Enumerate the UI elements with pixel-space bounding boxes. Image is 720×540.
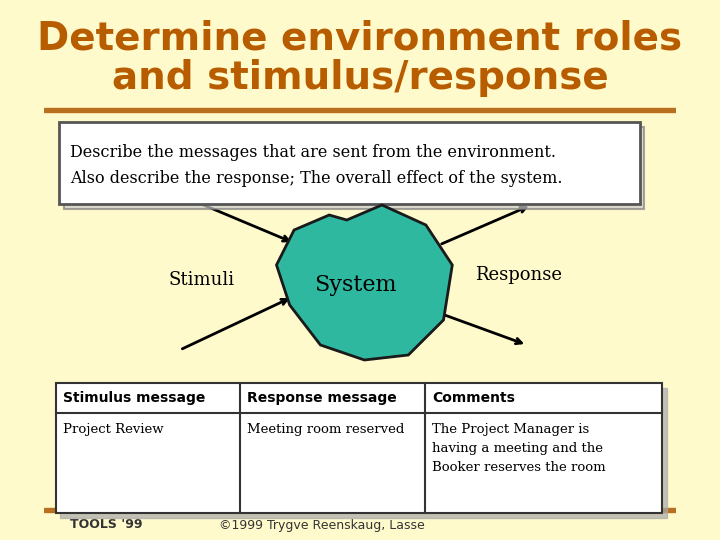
Text: Response: Response <box>474 266 562 284</box>
Text: Project Review: Project Review <box>63 423 163 436</box>
Bar <box>56 383 662 513</box>
Bar <box>44 508 676 512</box>
Text: Response message: Response message <box>248 391 397 405</box>
Text: Meeting room reserved: Meeting room reserved <box>248 423 405 436</box>
Text: Stimulus message: Stimulus message <box>63 391 205 405</box>
Text: Comments: Comments <box>432 391 515 405</box>
Text: Determine environment roles: Determine environment roles <box>37 19 683 57</box>
Bar <box>44 108 676 112</box>
Text: The Project Manager is
having a meeting and the
Booker reserves the room: The Project Manager is having a meeting … <box>432 423 606 474</box>
Text: and stimulus/response: and stimulus/response <box>112 59 608 97</box>
Text: ©1999 Trygve Reenskaug, Lasse: ©1999 Trygve Reenskaug, Lasse <box>220 518 425 531</box>
FancyBboxPatch shape <box>64 127 644 209</box>
Text: Stimuli: Stimuli <box>168 271 235 289</box>
Polygon shape <box>276 205 452 360</box>
Text: Describe the messages that are sent from the environment.
Also describe the resp: Describe the messages that are sent from… <box>70 144 562 187</box>
Text: System: System <box>315 274 397 296</box>
Bar <box>44 0 676 115</box>
Bar <box>60 388 667 518</box>
Text: TOOLS '99: TOOLS '99 <box>70 518 143 531</box>
FancyBboxPatch shape <box>59 122 639 204</box>
